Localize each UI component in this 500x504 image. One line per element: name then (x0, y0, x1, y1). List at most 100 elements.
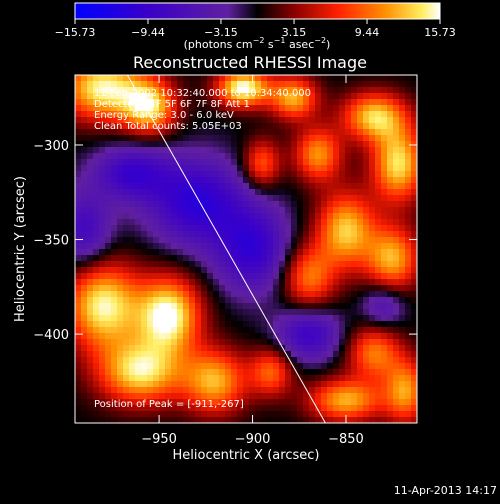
heatmap-cell (333, 381, 339, 387)
heatmap-cell (177, 129, 183, 135)
heatmap-cell (195, 87, 201, 93)
heatmap-cell (135, 303, 141, 309)
heatmap-cell (129, 255, 135, 261)
heatmap-cell (387, 363, 393, 369)
heatmap-cell (309, 93, 315, 99)
heatmap-cell (243, 321, 249, 327)
heatmap-cell (273, 363, 279, 369)
heatmap-cell (237, 327, 243, 333)
heatmap-cell (405, 285, 411, 291)
heatmap-cell (141, 99, 147, 105)
heatmap-cell (195, 219, 201, 225)
heatmap-cell (285, 207, 291, 213)
heatmap-cell (357, 351, 363, 357)
heatmap-cell (177, 399, 183, 405)
heatmap-cell (279, 321, 285, 327)
heatmap-cell (111, 105, 117, 111)
heatmap-cell (81, 75, 87, 81)
heatmap-cell (195, 417, 201, 423)
heatmap-cell (363, 279, 369, 285)
heatmap-cell (243, 285, 249, 291)
heatmap-cell (327, 183, 333, 189)
heatmap-cell (81, 339, 87, 345)
heatmap-cell (189, 399, 195, 405)
heatmap-cell (213, 369, 219, 375)
heatmap-cell (93, 369, 99, 375)
heatmap-cell (273, 93, 279, 99)
heatmap-cell (237, 129, 243, 135)
heatmap-cell (357, 135, 363, 141)
heatmap-cell (303, 291, 309, 297)
heatmap-cell (147, 189, 153, 195)
heatmap-cell (123, 255, 129, 261)
heatmap-cell (357, 321, 363, 327)
heatmap-cell (345, 87, 351, 93)
heatmap-cell (345, 99, 351, 105)
heatmap-cell (93, 285, 99, 291)
colorbar-unit-mid2: asec (285, 38, 314, 51)
heatmap-cell (99, 195, 105, 201)
heatmap-cell (411, 261, 417, 267)
heatmap-cell (279, 159, 285, 165)
heatmap-cell (357, 267, 363, 273)
heatmap-cell (255, 369, 261, 375)
heatmap-cell (87, 285, 93, 291)
heatmap-cell (183, 417, 189, 423)
heatmap-cell (129, 267, 135, 273)
heatmap-cell (171, 273, 177, 279)
heatmap-cell (267, 285, 273, 291)
heatmap-cell (135, 75, 141, 81)
heatmap-cell (339, 147, 345, 153)
heatmap-cell (231, 393, 237, 399)
heatmap-cell (93, 105, 99, 111)
heatmap-cell (183, 369, 189, 375)
heatmap-cell (171, 147, 177, 153)
heatmap-cell (399, 249, 405, 255)
heatmap-cell (393, 315, 399, 321)
heatmap-cell (177, 105, 183, 111)
heatmap-cell (393, 231, 399, 237)
heatmap-cell (219, 309, 225, 315)
heatmap-cell (207, 297, 213, 303)
heatmap-cell (165, 339, 171, 345)
heatmap-cell (363, 255, 369, 261)
heatmap-cell (351, 147, 357, 153)
heatmap-cell (267, 303, 273, 309)
heatmap-cell (123, 153, 129, 159)
heatmap-cell (207, 87, 213, 93)
heatmap-cell (261, 129, 267, 135)
heatmap-cell (111, 267, 117, 273)
heatmap-cell (363, 135, 369, 141)
heatmap-cell (183, 153, 189, 159)
heatmap-cell (87, 333, 93, 339)
heatmap-cell (363, 321, 369, 327)
heatmap-cell (363, 261, 369, 267)
heatmap-cell (327, 153, 333, 159)
heatmap-cell (195, 93, 201, 99)
heatmap-cell (183, 351, 189, 357)
heatmap-cell (333, 249, 339, 255)
heatmap-cell (255, 153, 261, 159)
heatmap-cell (141, 381, 147, 387)
heatmap-cell (369, 291, 375, 297)
heatmap-cell (141, 279, 147, 285)
heatmap-cell (321, 135, 327, 141)
heatmap-cell (327, 141, 333, 147)
heatmap-cell (291, 213, 297, 219)
heatmap-cell (363, 93, 369, 99)
heatmap-cell (111, 375, 117, 381)
heatmap-cell (177, 297, 183, 303)
heatmap-cell (357, 369, 363, 375)
heatmap-cell (399, 165, 405, 171)
heatmap-cell (321, 387, 327, 393)
heatmap-cell (123, 117, 129, 123)
heatmap-cell (87, 231, 93, 237)
heatmap-cell (393, 357, 399, 363)
heatmap-cell (219, 213, 225, 219)
heatmap-cell (117, 207, 123, 213)
heatmap-cell (123, 201, 129, 207)
heatmap-cell (255, 327, 261, 333)
heatmap-cell (291, 279, 297, 285)
heatmap-cell (165, 273, 171, 279)
heatmap-cell (153, 387, 159, 393)
